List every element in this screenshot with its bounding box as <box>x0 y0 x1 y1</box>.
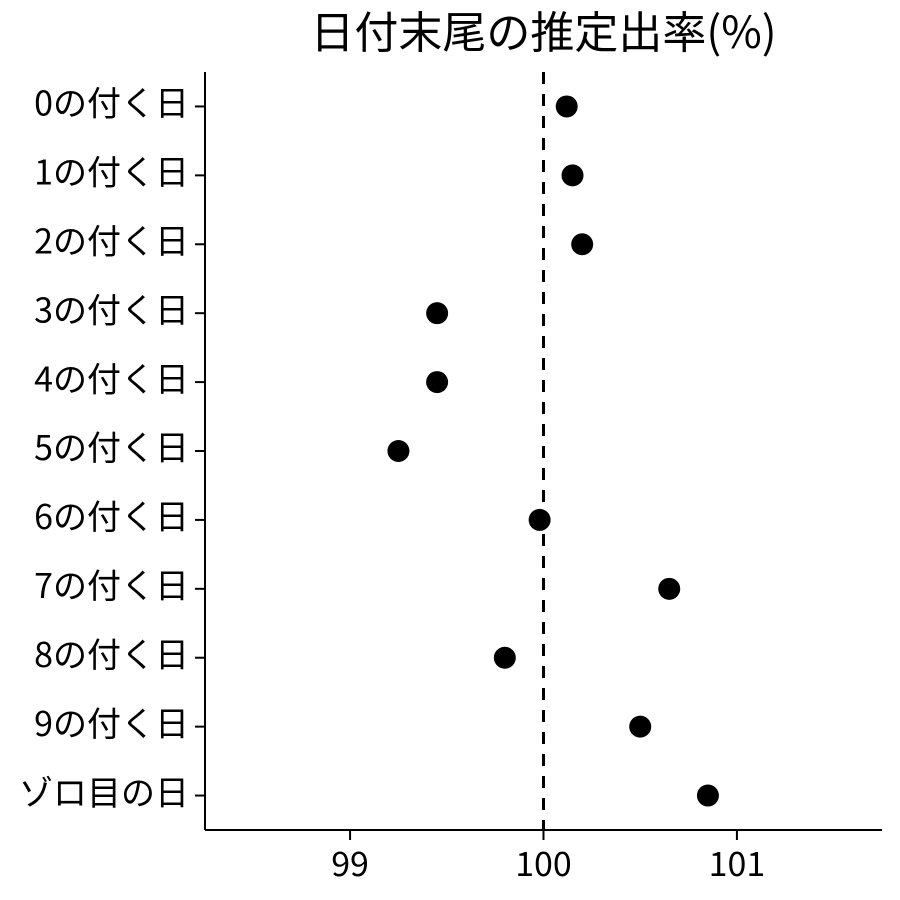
chart-title: 日付末尾の推定出率(%) <box>310 0 776 61</box>
data-point <box>387 440 409 462</box>
y-tick-label: 4の付く日 <box>34 352 189 401</box>
data-point <box>494 647 516 669</box>
y-tick-label: ゾロ目の日 <box>19 766 189 815</box>
y-tick-label: 0の付く日 <box>34 77 189 126</box>
x-tick-label: 101 <box>709 837 766 886</box>
data-point <box>426 371 448 393</box>
data-point <box>697 785 719 807</box>
data-point <box>658 578 680 600</box>
data-point <box>629 716 651 738</box>
data-point <box>529 509 551 531</box>
x-tick-label: 100 <box>515 837 572 886</box>
y-tick-label: 2の付く日 <box>34 215 189 264</box>
data-point <box>556 95 578 117</box>
y-tick-label: 8の付く日 <box>34 628 189 677</box>
y-tick-label: 6の付く日 <box>34 490 189 539</box>
y-tick-label: 3の付く日 <box>34 283 189 332</box>
data-point <box>562 164 584 186</box>
y-tick-label: 9の付く日 <box>34 697 189 746</box>
y-tick-label: 1の付く日 <box>34 146 189 195</box>
y-tick-label: 5の付く日 <box>34 421 189 470</box>
y-tick-label: 7の付く日 <box>34 559 189 608</box>
data-point <box>426 302 448 324</box>
x-tick-label: 99 <box>331 837 369 886</box>
data-point <box>571 233 593 255</box>
